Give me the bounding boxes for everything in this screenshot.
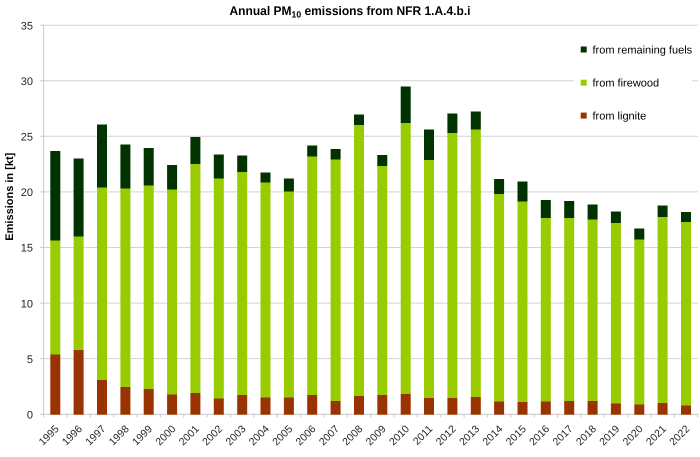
svg-text:Emissions in [kt]: Emissions in [kt] (4, 152, 16, 240)
svg-text:from lignite: from lignite (593, 110, 647, 122)
svg-text:35: 35 (21, 20, 33, 32)
svg-text:30: 30 (21, 76, 33, 88)
svg-text:from firewood: from firewood (593, 78, 660, 90)
svg-text:15: 15 (21, 243, 33, 255)
svg-text:5: 5 (27, 354, 33, 366)
svg-text:20: 20 (21, 187, 33, 199)
svg-text:from remaining fuels: from remaining fuels (593, 44, 693, 56)
svg-text:25: 25 (21, 132, 33, 144)
svg-text:10: 10 (21, 298, 33, 310)
svg-text:0: 0 (27, 409, 33, 421)
svg-text:Annual PM10 emissions from NFR: Annual PM10 emissions from NFR 1.A.4.b.i (229, 4, 470, 19)
